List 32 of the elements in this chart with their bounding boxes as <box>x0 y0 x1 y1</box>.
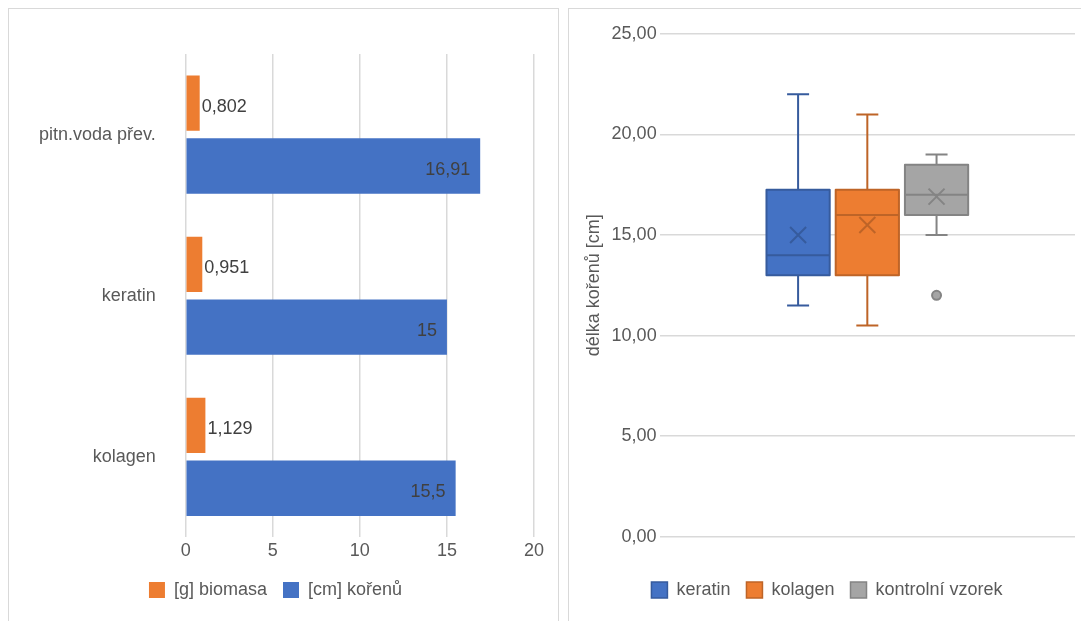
bar <box>186 397 206 454</box>
bar <box>186 138 481 194</box>
y-tick-label: kolagen <box>92 445 156 466</box>
legend-label: [cm] kořenů <box>308 578 403 599</box>
data-label: 15 <box>416 320 437 341</box>
y-tick-label: keratin <box>101 284 156 305</box>
x-tick-label: 10 <box>349 540 370 561</box>
bar <box>186 460 456 516</box>
x-tick-label: 15 <box>436 540 457 561</box>
data-label: 15,5 <box>410 481 446 502</box>
y-tick-label: 5,00 <box>621 425 657 446</box>
x-tick-label: 5 <box>267 540 278 561</box>
legend-label: kontrolní vzorek <box>875 578 1004 599</box>
y-axis-title: délka kořenů [cm] <box>582 214 603 357</box>
y-tick-label: 15,00 <box>611 224 657 245</box>
bar <box>186 75 200 131</box>
legend-label: kolagen <box>771 578 835 599</box>
data-label: 16,91 <box>425 158 471 179</box>
y-tick-label: 25,00 <box>611 22 657 43</box>
y-tick-label: 10,00 <box>611 324 657 345</box>
y-tick-label: 0,00 <box>621 525 657 546</box>
x-tick-label: 0 <box>180 540 191 561</box>
x-tick-label: 20 <box>523 540 545 561</box>
data-label: 1,129 <box>207 418 253 439</box>
data-label: 0,802 <box>201 96 247 117</box>
legend-label: [g] biomasa <box>173 578 268 599</box>
bar <box>186 299 447 355</box>
data-label: 0,951 <box>204 257 250 278</box>
y-tick-label: 20,00 <box>611 123 657 144</box>
bar <box>186 236 203 292</box>
y-tick-label: pitn.voda přev. <box>38 123 156 144</box>
legend-label: keratin <box>676 578 731 599</box>
